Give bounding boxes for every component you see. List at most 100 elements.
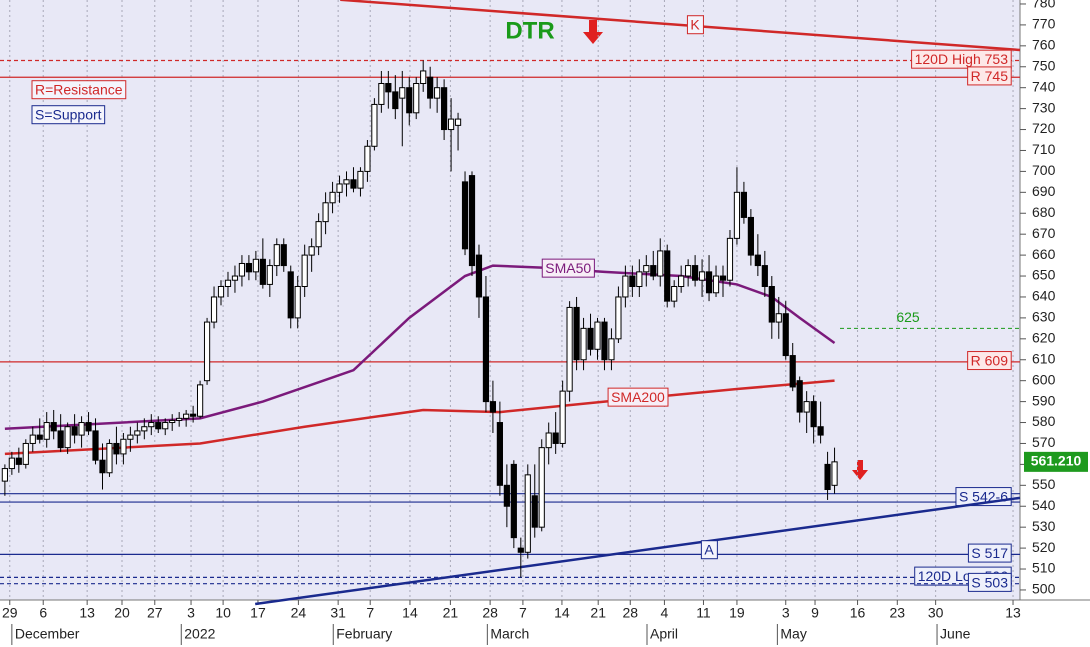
x-tick-label: 17 [250,605,266,621]
candle-body [224,279,232,288]
candle-body [29,434,36,444]
trendline-label: K [690,17,700,33]
x-tick-label: 28 [622,605,638,621]
candle-body [420,70,427,85]
candle-body [169,419,176,424]
x-tick-label: 29 [2,605,18,621]
candle-body [685,265,692,277]
candle-body [740,191,748,218]
candle-body [468,175,476,267]
x-tick-label: 3 [782,605,790,621]
candle-body [538,447,545,528]
candle-body [768,286,775,323]
x-tick-label: 24 [291,605,307,621]
label-box [686,15,704,35]
candle-body [336,183,343,193]
plot-area [0,0,1020,600]
y-tick-label: 680 [1032,204,1056,220]
y-tick-label: 510 [1032,560,1056,576]
y-tick-label: 650 [1032,267,1056,283]
candle-body [217,286,225,298]
y-tick-label: 780 [1032,0,1056,11]
candle-body [622,275,629,298]
note: R=Resistance [35,82,123,98]
candle-body [692,265,699,281]
candle-body [482,296,490,403]
candle-body [148,422,155,428]
candle-body [78,422,85,436]
y-tick-label: 740 [1032,78,1056,94]
candle-body [322,202,329,223]
y-tick-label: 700 [1032,162,1056,178]
candle-body [733,191,741,239]
x-tick-label: 4 [661,605,669,621]
label-box [911,49,1012,69]
candle-body [64,426,71,449]
candle-body [496,422,503,486]
y-tick-label: 530 [1032,518,1056,534]
candle-body [392,91,399,110]
candle-body [183,413,190,419]
x-tick-label: 6 [39,605,47,621]
candle-body [441,87,448,131]
x-tick-label: 7 [366,605,374,621]
candle-body [245,262,252,273]
moving-average-label: SMA50 [545,260,591,276]
y-tick-label: 690 [1032,183,1056,199]
month-label: December [15,626,80,642]
candle-body [92,430,99,461]
y-tick-label: 660 [1032,246,1056,262]
y-tick-label: 500 [1032,581,1056,597]
label-box [607,387,669,407]
candle-body [287,271,294,319]
candle-body [106,442,113,474]
candle-body [671,286,678,302]
candle-body [461,181,469,250]
x-axis-area [0,600,1090,647]
y-tick-label: 610 [1032,350,1056,366]
candle-body [636,271,643,288]
candle-body [831,461,838,486]
candle-body [196,384,204,417]
y-tick-label: 630 [1032,309,1056,325]
candle-body [705,271,713,294]
candle-body [141,426,148,432]
down-arrow [583,20,603,44]
candle-body [434,87,441,99]
x-tick-label: 28 [482,605,498,621]
label-box [967,66,1012,86]
candle-body [587,327,594,350]
candle-body [315,221,322,248]
x-tick-label: 31 [330,605,346,621]
candle-body [364,145,371,172]
level-label: S 503 [971,574,1008,590]
candle-body [50,422,57,432]
candle-body [503,484,510,507]
candle-body [608,338,615,361]
candle-body [329,191,336,204]
candle-body [294,286,301,319]
candle-body [761,265,768,288]
last-price-label: 561.210 [1031,453,1082,469]
moving-average [4,264,836,431]
candle-body [71,426,78,436]
candle-body [747,216,754,256]
level-label: 120D High 753 [915,51,1009,67]
target-label: 625 [896,309,920,325]
candle-body [552,432,559,444]
down-arrow [852,460,868,480]
candle-body [85,422,92,432]
y-tick-label: 720 [1032,120,1056,136]
candle-body [782,313,789,357]
last-price-box [1024,451,1088,472]
level-label: R 609 [971,353,1009,369]
x-tick-label: 27 [147,605,163,621]
candle-body [99,459,106,474]
candle-body [629,275,636,288]
label-box [700,540,718,560]
candle-body [726,237,734,281]
note: S=Support [35,107,102,123]
candle-body [231,275,239,281]
candle-body [155,422,162,430]
